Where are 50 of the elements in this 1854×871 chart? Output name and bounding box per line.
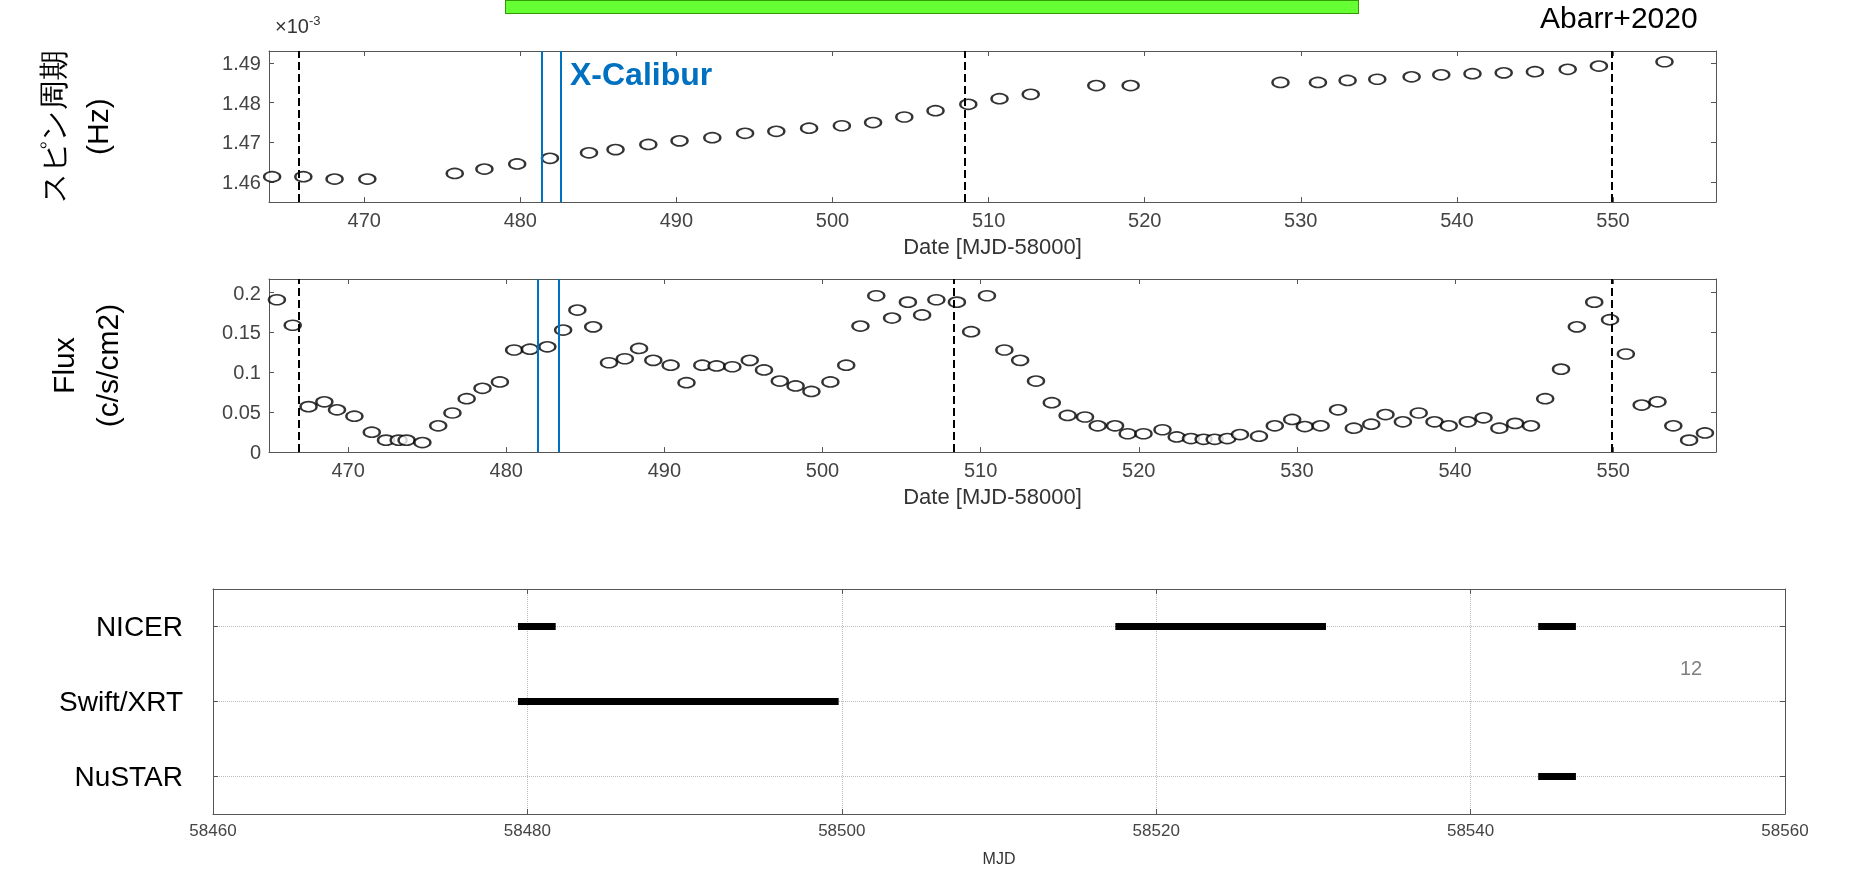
- x-tick-label: 540: [1438, 459, 1472, 482]
- x-tick-label: 500: [815, 209, 850, 232]
- bar: [517, 698, 839, 705]
- bar: [517, 623, 556, 630]
- y-tick-label: 1.46: [222, 171, 261, 194]
- x-axis-title: MJD: [982, 849, 1016, 867]
- x-tick-label: 58540: [1446, 821, 1495, 840]
- x-tick-label: 58500: [818, 821, 866, 840]
- bar: [1538, 773, 1576, 780]
- x-tick-label: 490: [659, 209, 694, 232]
- y-tick-label: 1.48: [222, 91, 261, 114]
- x-tick-label: 470: [347, 209, 381, 232]
- x-axis-title: Date [MJD-58000]: [903, 233, 1082, 259]
- x-tick-label: 58560: [1761, 821, 1809, 840]
- x-axis-title: Date [MJD-58000]: [903, 483, 1082, 509]
- x-tick-label: 510: [963, 459, 998, 482]
- y-tick-label: NuSTAR: [74, 761, 183, 792]
- bar: [1538, 623, 1576, 630]
- x-tick-label: 520: [1122, 459, 1156, 482]
- x-tick-label: 520: [1128, 209, 1162, 232]
- annotation: 12: [1680, 657, 1703, 679]
- x-tick-label: 530: [1284, 209, 1318, 232]
- x-tick-label: 480: [489, 459, 523, 482]
- y-axis-title: スピン周期 (Hz): [36, 50, 114, 204]
- x-tick-label: 550: [1596, 459, 1630, 482]
- y-tick-label: 0.05: [222, 401, 261, 424]
- y-tick-label: 0.2: [233, 281, 261, 304]
- y-tick-label: NICER: [95, 611, 183, 642]
- y-tick-label: 0.15: [222, 321, 261, 344]
- x-tick-label: 490: [647, 459, 682, 482]
- y-tick-label: Swift/XRT: [59, 686, 183, 717]
- x-tick-label: 530: [1280, 459, 1314, 482]
- text: Abarr+2020: [1540, 0, 1698, 34]
- x-tick-label: 510: [971, 209, 1006, 232]
- x-tick-label: 58480: [503, 821, 552, 840]
- point: [580, 146, 598, 159]
- x-tick-label: 58460: [189, 821, 237, 840]
- x-tick-label: 58520: [1132, 821, 1180, 840]
- bar: [1115, 623, 1326, 630]
- x-tick-label: 540: [1440, 209, 1474, 232]
- y-tick-label: 1.49: [222, 51, 261, 74]
- y-tick-label: 0: [249, 441, 261, 464]
- annotation: X-Calibur: [570, 56, 713, 92]
- x-tick-label: 480: [503, 209, 537, 232]
- y-axis-title: Flux (c/s/cm2): [46, 303, 124, 428]
- x-tick-label: 550: [1596, 209, 1630, 232]
- x-tick-label: 500: [805, 459, 840, 482]
- y-tick-label: 1.47: [222, 131, 261, 154]
- x-tick-label: 470: [331, 459, 365, 482]
- y-tick-label: 0.1: [233, 361, 261, 384]
